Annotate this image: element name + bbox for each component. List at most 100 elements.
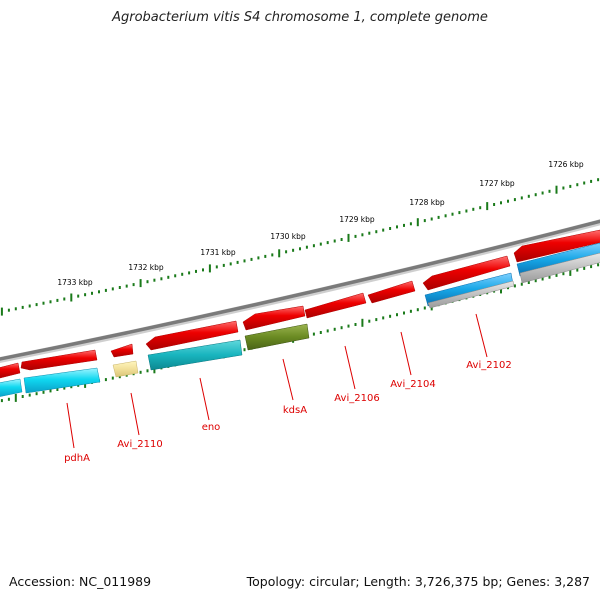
minor-tick [21,395,24,398]
minor-tick [382,316,385,320]
minor-tick [35,303,38,307]
minor-tick [174,274,177,278]
gene-label-avi-2104[interactable]: Avi_2104 [390,379,435,390]
minor-tick [527,194,530,198]
minor-tick [541,191,544,195]
gene-bar[interactable] [112,360,139,378]
gene-label-pdha[interactable]: pdhA [64,453,90,464]
gene-label-avi-2102[interactable]: Avi_2102 [466,360,511,371]
minor-tick [347,324,350,328]
gene-arrow[interactable] [242,305,306,331]
minor-tick [264,254,267,258]
minor-tick [361,233,364,237]
map-title: Agrobacterium vitis S4 chromosome 1, com… [112,10,488,25]
minor-tick [333,239,336,243]
minor-tick [319,242,322,246]
minor-tick [139,370,142,374]
minor-tick [590,179,593,183]
gene-arrow[interactable] [367,280,416,304]
gene-bar[interactable] [147,339,243,371]
minor-tick [250,257,253,261]
minor-tick [243,348,246,352]
gene-arrow[interactable] [304,292,367,319]
minor-tick [576,268,579,272]
major-tick [416,218,419,227]
minor-tick [118,375,121,379]
minor-tick [375,318,378,322]
minor-tick [222,263,225,267]
minor-tick [430,217,433,221]
gene-arrow[interactable] [422,255,511,291]
label-leaders [66,313,488,449]
minor-tick [125,284,128,288]
gene-bar[interactable] [519,252,600,284]
gene-arrow[interactable] [110,343,134,358]
minor-tick [84,293,87,297]
minor-tick [507,199,509,203]
minor-tick [42,301,45,305]
minor-tick [91,291,93,295]
gene-label-avi-2106[interactable]: Avi_2106 [334,393,379,404]
minor-tick [56,298,59,302]
minor-tick [472,207,475,211]
minor-tick [403,223,405,227]
gene-bar[interactable] [244,323,310,351]
minor-tick [396,225,398,229]
minor-tick [541,277,544,281]
minor-tick [534,279,537,283]
gene-bar[interactable] [427,280,515,309]
minor-tick [146,280,149,284]
minor-tick [583,181,586,185]
minor-tick [292,248,295,252]
minor-tick [271,253,274,257]
minor-tick [423,306,426,310]
minor-tick [513,284,516,288]
minor-tick [319,331,322,334]
gene-arrow[interactable] [0,362,21,379]
gene-bar[interactable] [0,378,23,397]
minor-tick [403,311,405,315]
gene-arrow[interactable] [20,349,98,371]
minor-tick [215,265,218,269]
gene-label-eno[interactable]: eno [202,422,221,433]
minor-tick [77,294,80,298]
minor-tick [229,262,232,266]
gene-arrow[interactable] [513,229,600,263]
major-tick [0,307,3,316]
minor-tick [70,385,73,389]
major-tick [70,293,73,302]
minor-tick [416,308,419,312]
minor-tick [340,238,343,241]
reverse-strand-genes [0,242,600,397]
minor-tick [14,307,17,311]
minor-tick [354,234,357,238]
major-tick [555,185,558,194]
minor-tick [104,378,107,382]
minor-tick [257,256,260,260]
gene-bar[interactable] [23,367,101,394]
minor-tick [7,397,10,401]
minor-tick [35,392,38,396]
minor-tick [520,196,523,200]
minor-tick [104,288,107,292]
minor-tick [167,275,170,279]
minor-tick [63,297,66,301]
minor-tick [527,281,530,284]
gene-label-avi-2110[interactable]: Avi_2110 [117,439,162,450]
gene-bar[interactable] [516,242,600,277]
minor-tick [236,260,239,264]
gene-label-kdsa[interactable]: kdsA [283,405,307,416]
minor-tick [368,319,371,323]
major-tick [486,202,489,211]
minor-tick [569,184,572,188]
scale-label: 1729 kbp [339,215,375,224]
minor-tick [111,287,114,291]
gene-arrow[interactable] [145,320,239,351]
minor-tick [548,275,551,279]
scale-labels: 1733 kbp 1732 kbp 1731 kbp 1730 kbp 1729… [57,160,584,287]
minor-tick [389,227,392,230]
minor-tick [28,304,31,308]
minor-tick [597,178,600,182]
minor-tick [160,277,163,281]
minor-tick [368,231,371,235]
